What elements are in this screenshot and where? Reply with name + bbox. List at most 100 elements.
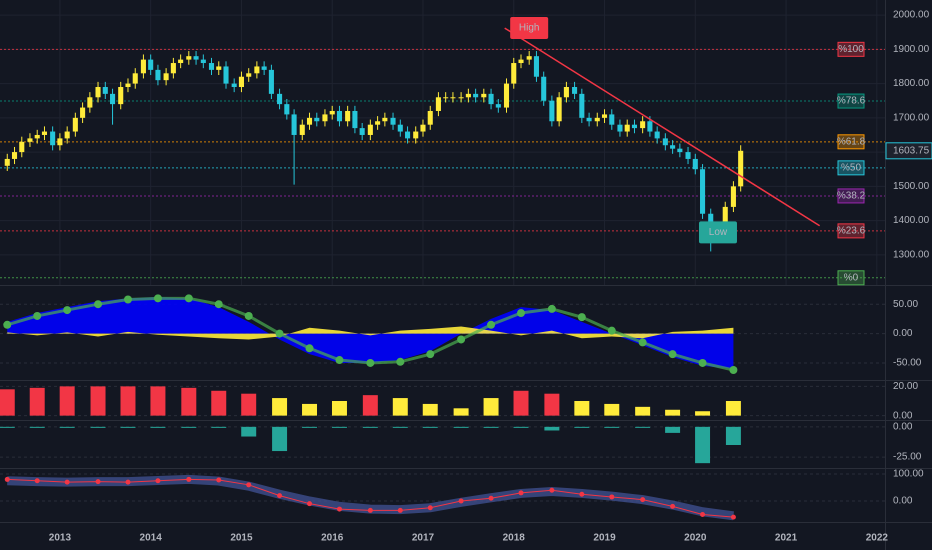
- candle-body: [624, 124, 630, 132]
- bar: [695, 426, 711, 464]
- candle-body: [382, 117, 388, 122]
- x-tick-label: 2022: [866, 533, 889, 544]
- candle-body: [640, 121, 646, 129]
- dot: [547, 304, 556, 313]
- candle-body: [200, 59, 206, 64]
- bar: [120, 386, 136, 416]
- x-tick-label: 2014: [140, 533, 163, 544]
- candle-body: [738, 150, 744, 187]
- bar: [362, 426, 378, 428]
- bar: [453, 408, 469, 416]
- candle-body: [322, 114, 328, 122]
- dot: [700, 511, 706, 517]
- y-tick-label: 100.00: [893, 469, 924, 480]
- candle-body: [549, 100, 555, 122]
- bar: [59, 386, 75, 416]
- bar: [392, 398, 408, 416]
- bar: [544, 393, 560, 416]
- candle-body: [405, 131, 411, 139]
- candle-body: [352, 110, 358, 129]
- candle-body: [473, 93, 479, 98]
- x-tick-label: 2017: [412, 533, 435, 544]
- fib-label-box: [837, 188, 865, 204]
- candle-body: [586, 117, 592, 122]
- dot: [517, 309, 526, 318]
- candle-body: [503, 83, 510, 108]
- bar: [0, 389, 15, 416]
- candle-body: [390, 117, 396, 125]
- candle-body: [533, 56, 539, 77]
- candle-body: [72, 117, 78, 132]
- candle-body: [435, 97, 441, 111]
- candle-body: [277, 93, 283, 105]
- candle-body: [254, 66, 260, 74]
- candle-body: [579, 93, 585, 118]
- dot: [367, 507, 373, 513]
- candle-body: [450, 97, 456, 99]
- dot: [125, 479, 131, 485]
- bar: [150, 426, 166, 428]
- bar: [453, 426, 469, 428]
- candle-body: [27, 138, 33, 142]
- dot: [4, 476, 10, 482]
- candle-body: [132, 73, 138, 84]
- candle-body: [647, 121, 653, 132]
- bar: [604, 426, 620, 428]
- bar: [513, 390, 529, 416]
- y-tick-label: 1400.00: [893, 215, 930, 226]
- bar: [331, 426, 347, 428]
- candle-body: [216, 66, 222, 70]
- dot: [336, 506, 342, 512]
- candle-body: [511, 63, 517, 84]
- candle-body: [314, 117, 320, 122]
- fib-label: %0: [844, 272, 859, 283]
- candle-body: [208, 63, 215, 70]
- candle-body: [95, 87, 101, 98]
- candle-body: [148, 59, 154, 70]
- dot: [214, 300, 223, 309]
- fib-label: %50: [841, 162, 861, 173]
- candle-body: [110, 93, 116, 105]
- annotation-box: [510, 17, 549, 40]
- bar: [241, 393, 257, 416]
- candle-body: [57, 138, 63, 146]
- candle-body: [685, 152, 691, 159]
- candle-body: [609, 114, 615, 125]
- bar: [0, 426, 15, 428]
- dot: [577, 313, 586, 322]
- bar: [150, 386, 166, 416]
- bar: [483, 426, 499, 428]
- dot: [396, 357, 405, 366]
- bar: [422, 403, 438, 416]
- candle-body: [631, 124, 638, 129]
- candle-body: [231, 83, 237, 88]
- dot: [458, 498, 464, 504]
- candle-body: [677, 148, 683, 153]
- bar: [604, 403, 620, 416]
- y-tick-label: 1800.00: [893, 78, 930, 89]
- candle-body: [700, 169, 706, 214]
- fib-label: %38.2: [837, 191, 866, 202]
- y-tick-label: -25.00: [893, 452, 922, 463]
- dot: [123, 295, 132, 304]
- bar: [725, 401, 741, 416]
- bar: [725, 426, 741, 445]
- candle-body: [413, 131, 419, 139]
- bar: [211, 426, 227, 428]
- x-tick-label: 2016: [321, 533, 344, 544]
- candle-body: [140, 59, 146, 74]
- fib-label: %23.6: [837, 226, 866, 237]
- bar: [29, 387, 45, 416]
- candle-body: [186, 56, 192, 60]
- dot: [153, 294, 162, 303]
- candle-body: [495, 104, 501, 108]
- bar: [422, 426, 438, 428]
- y-tick-label: 0.00: [893, 421, 913, 432]
- bar: [574, 426, 590, 428]
- candle-body: [458, 97, 464, 99]
- dot: [488, 495, 494, 501]
- bar: [29, 426, 45, 428]
- x-tick-label: 2021: [775, 533, 798, 544]
- candle-body: [238, 76, 244, 88]
- candle-body: [268, 69, 274, 94]
